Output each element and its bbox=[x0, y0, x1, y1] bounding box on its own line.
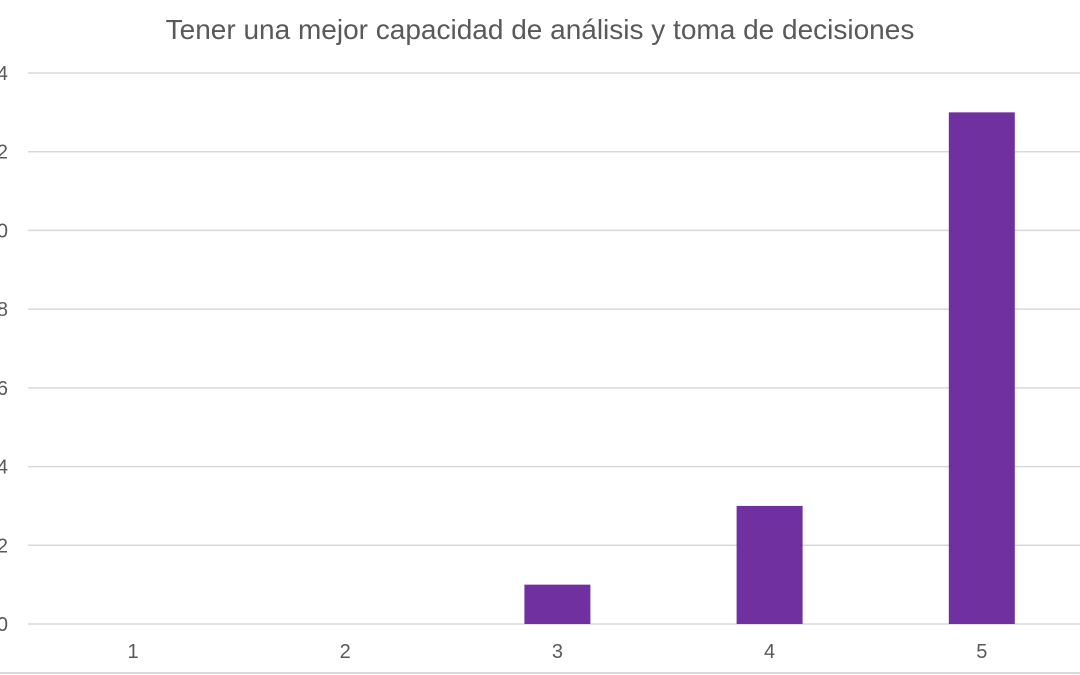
y-tick-label: 0 bbox=[0, 614, 8, 636]
y-tick-label: 6 bbox=[0, 378, 8, 400]
y-tick-label: 2 bbox=[0, 535, 8, 557]
x-tick-label: 5 bbox=[976, 641, 987, 663]
y-tick-label: 10 bbox=[0, 220, 8, 242]
bar bbox=[736, 505, 803, 624]
y-tick-label: 4 bbox=[0, 457, 8, 479]
y-tick-label: 8 bbox=[0, 299, 8, 321]
chart-title: Tener una mejor capacidad de análisis y … bbox=[165, 14, 915, 45]
y-tick-label: 12 bbox=[0, 142, 8, 164]
bar bbox=[948, 112, 1015, 624]
chart-border-bottom bbox=[0, 672, 1080, 674]
x-tick-label: 3 bbox=[552, 641, 563, 663]
bar bbox=[524, 584, 591, 624]
y-tick-label: 14 bbox=[0, 63, 8, 85]
x-tick-label: 1 bbox=[127, 641, 138, 663]
x-tick-label: 2 bbox=[340, 641, 351, 663]
x-tick-label: 4 bbox=[764, 641, 775, 663]
